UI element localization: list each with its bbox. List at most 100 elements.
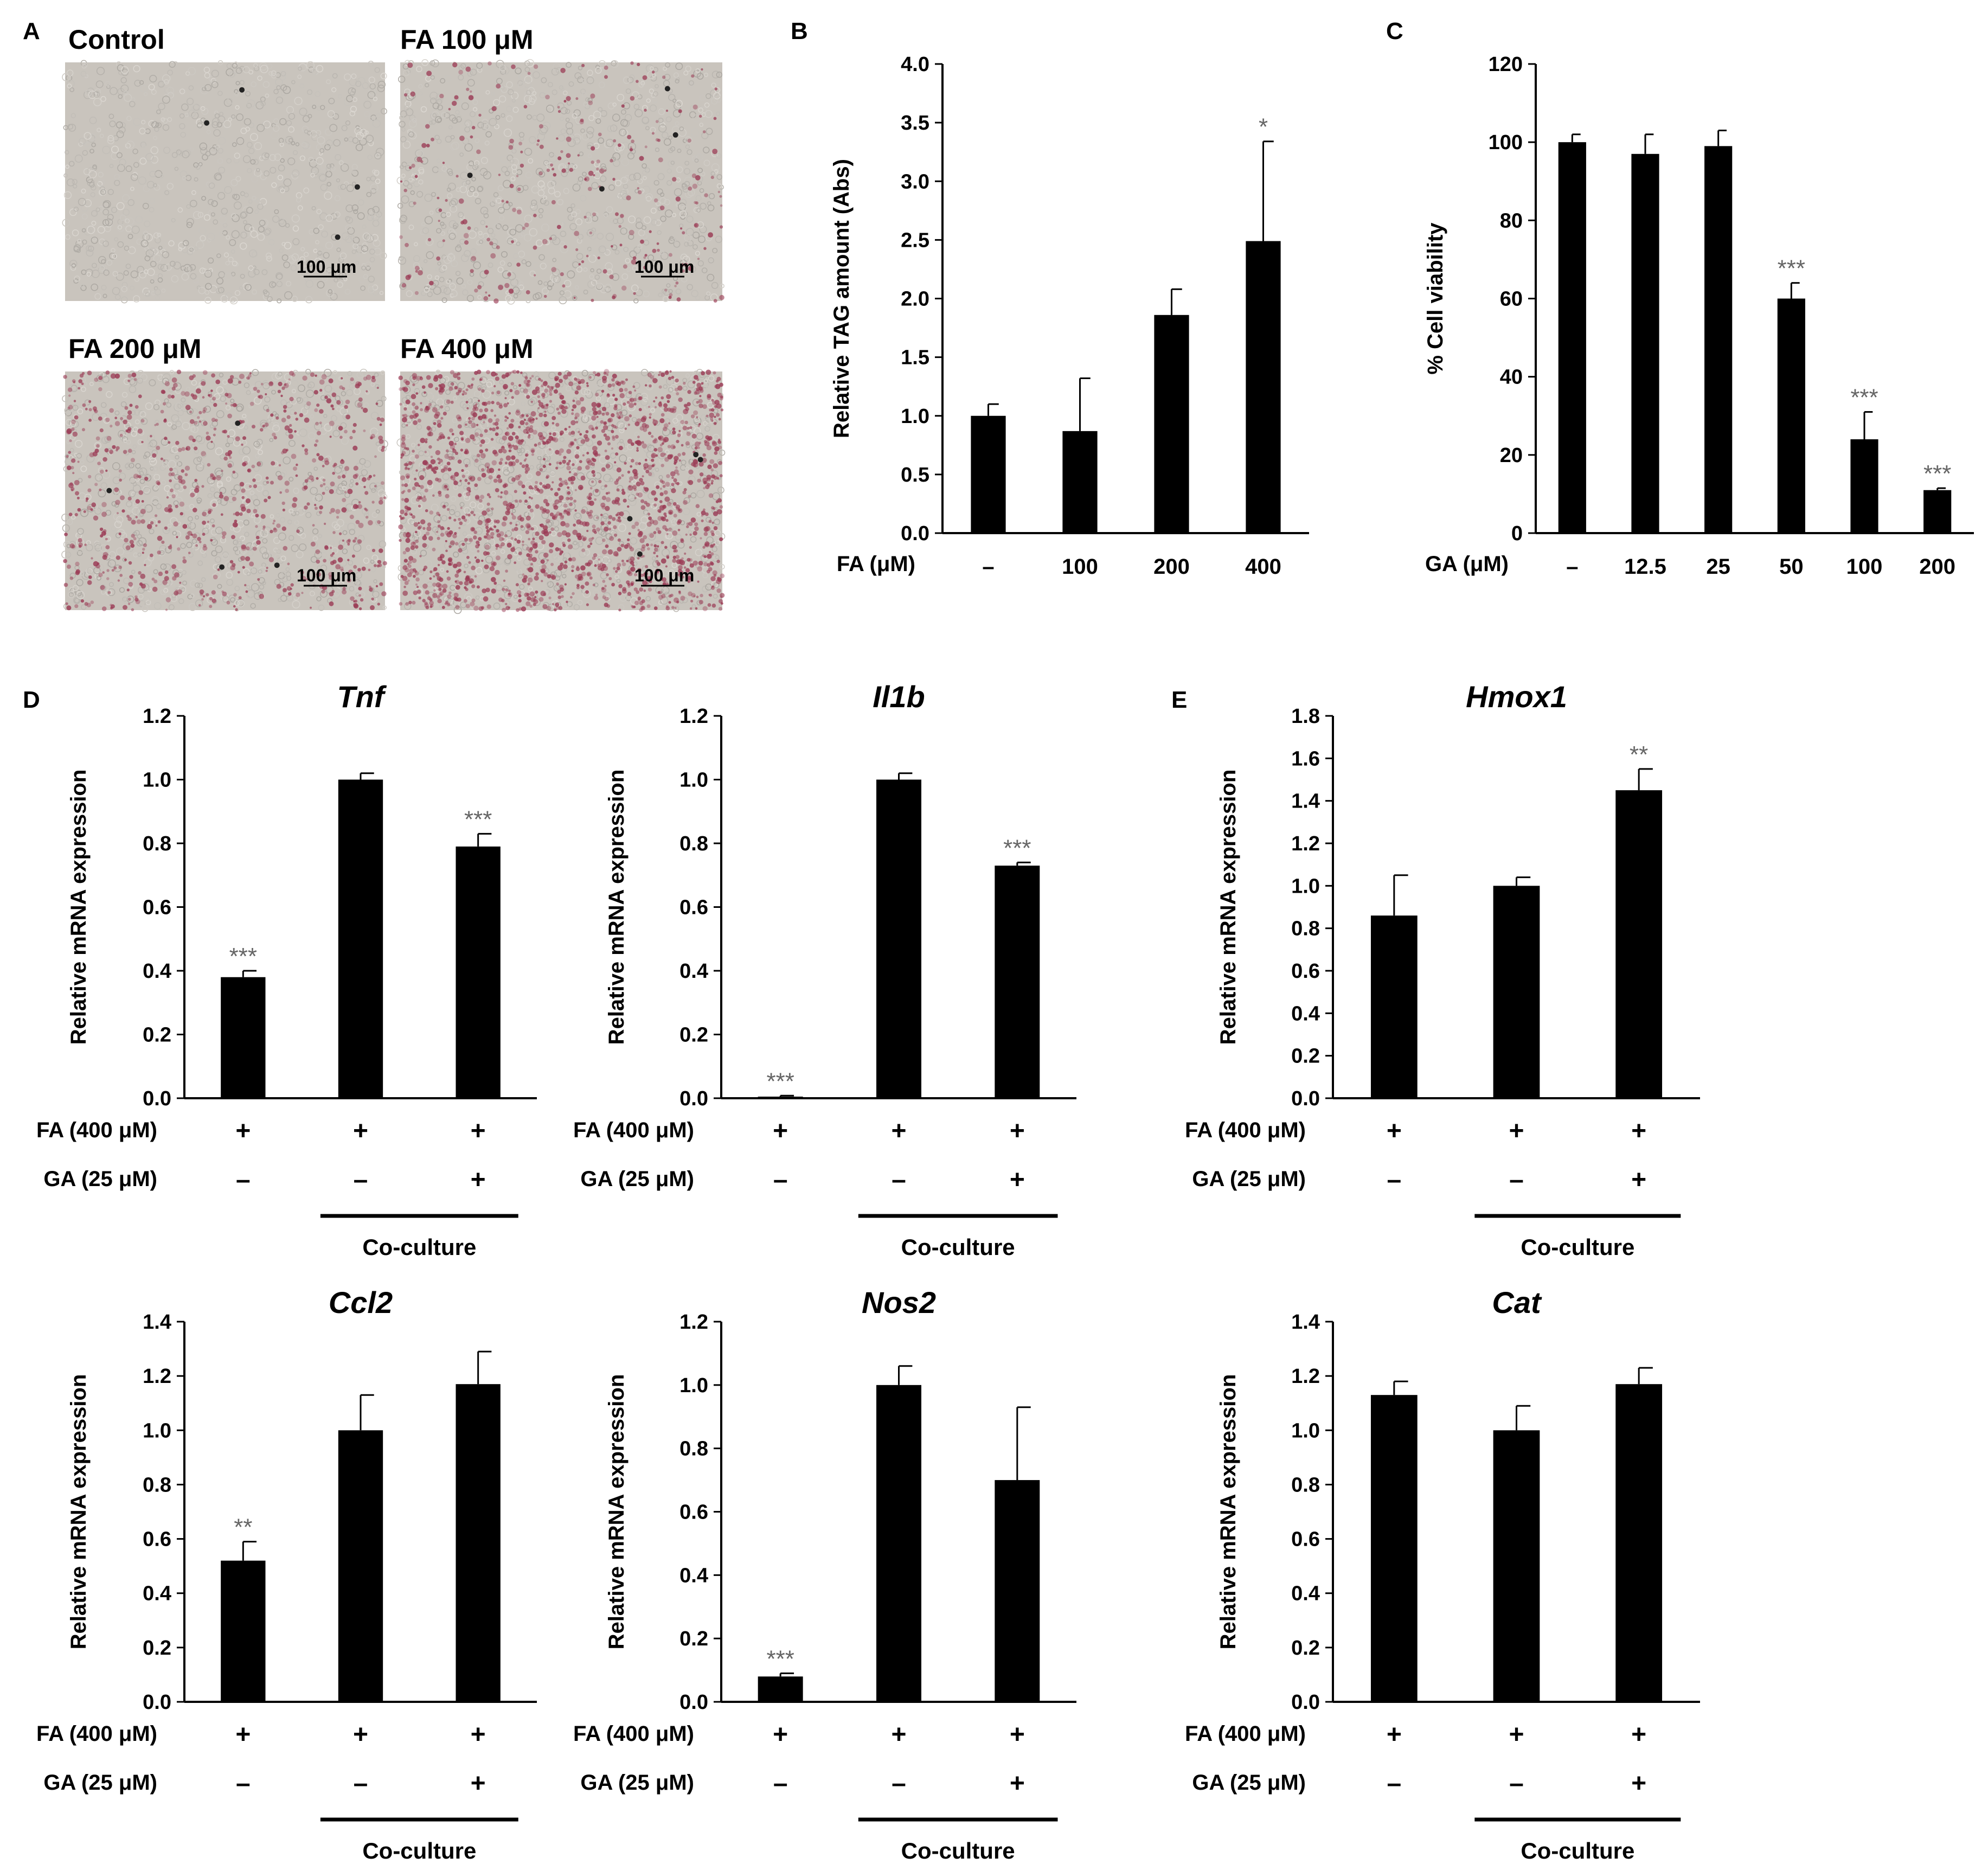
lipid-droplet (275, 416, 279, 420)
lipid-droplet (642, 75, 647, 80)
cell-outline (369, 117, 373, 121)
lipid-droplet (185, 405, 191, 411)
cell-outline (189, 580, 197, 588)
cell-outline (296, 550, 304, 559)
cell-outline (229, 239, 236, 246)
lipid-droplet (322, 465, 325, 467)
lipid-droplet (304, 505, 308, 510)
cell-outline (349, 529, 355, 535)
lipid-droplet (478, 113, 482, 117)
cell-outline (450, 205, 458, 213)
cell-outline (578, 176, 583, 182)
cell-outline (529, 94, 537, 103)
lipid-droplet (112, 445, 116, 449)
lipid-droplet (550, 163, 554, 167)
cell-outline (472, 99, 478, 105)
cell-outline (516, 185, 524, 193)
cell-outline (140, 85, 148, 93)
cell-outline (403, 105, 410, 111)
cell-outline (351, 164, 358, 170)
cell-outline (196, 240, 204, 249)
cell-outline (164, 398, 169, 403)
cell-outline (145, 153, 154, 162)
cell-outline (331, 166, 336, 171)
cell-outline (169, 61, 176, 68)
lipid-droplet (537, 395, 540, 399)
cell-outline (83, 62, 88, 68)
lipid-droplet (472, 126, 476, 130)
cell-outline (190, 480, 196, 486)
cell-outline (213, 129, 221, 137)
lipid-droplet (377, 560, 382, 564)
cell-outline (532, 535, 538, 541)
cell-outline (339, 559, 347, 567)
cell-outline (235, 539, 242, 545)
cell-outline (328, 289, 333, 294)
cell-outline (194, 246, 198, 251)
cell-outline (711, 163, 720, 172)
cell-outline (107, 189, 114, 195)
lipid-droplet (415, 270, 418, 273)
cell-outline (242, 456, 250, 464)
lipid-droplet (150, 521, 154, 525)
cell-outline (298, 66, 303, 71)
lipid-droplet (339, 532, 342, 535)
cell-outline (202, 527, 209, 535)
cell-outline (319, 174, 327, 182)
cell-outline (431, 191, 437, 197)
cell-outline (380, 73, 387, 80)
lipid-droplet (508, 289, 514, 294)
lipid-droplet (65, 602, 68, 605)
cell-outline (470, 605, 475, 610)
cell-outline (375, 178, 381, 184)
cell-outline (222, 551, 229, 558)
cell-outline (280, 158, 285, 163)
lipid-droplet (141, 440, 144, 444)
cell-outline (341, 125, 348, 131)
cell-outline (229, 71, 235, 78)
cell-outline (374, 67, 380, 73)
cell-outline (632, 265, 638, 271)
lipid-droplet (649, 230, 652, 233)
cell-outline (344, 263, 352, 272)
lipid-droplet (75, 561, 80, 567)
cell-outline (184, 149, 191, 157)
cell-outline (191, 539, 197, 545)
cell-outline (241, 440, 247, 446)
cell-outline (546, 162, 554, 170)
cell-outline (161, 479, 166, 485)
cell-outline (175, 387, 182, 394)
cell-outline (335, 271, 343, 279)
lipid-droplet (331, 590, 335, 593)
cell-outline (197, 582, 203, 588)
lipid-droplet (283, 546, 288, 551)
lipid-droplet (605, 455, 610, 460)
cell-outline (244, 483, 252, 491)
lipid-droplet (310, 606, 312, 609)
lipid-droplet (332, 560, 337, 564)
cell-outline (162, 377, 169, 385)
cell-outline (149, 518, 157, 527)
cell-outline (215, 447, 223, 456)
lipid-droplet (369, 587, 373, 592)
cell-outline (85, 245, 92, 252)
lipid-droplet (222, 430, 225, 433)
lipid-droplet (88, 419, 92, 422)
lipid-droplet (307, 477, 310, 480)
cell-outline (377, 489, 386, 497)
cell-outline (149, 197, 156, 204)
cell-outline (565, 117, 570, 122)
cell-outline (87, 134, 96, 143)
cell-outline (211, 118, 220, 126)
cell-outline (714, 95, 722, 103)
cell-outline (81, 213, 88, 220)
cell-outline (291, 141, 296, 145)
lipid-droplet (206, 431, 209, 435)
cell-outline (500, 549, 505, 554)
cell-outline (693, 207, 700, 213)
cell-outline (246, 572, 251, 577)
cell-outline (133, 118, 142, 126)
lipid-droplet (621, 562, 626, 567)
cell-outline (670, 146, 676, 152)
lipid-droplet (341, 507, 347, 513)
